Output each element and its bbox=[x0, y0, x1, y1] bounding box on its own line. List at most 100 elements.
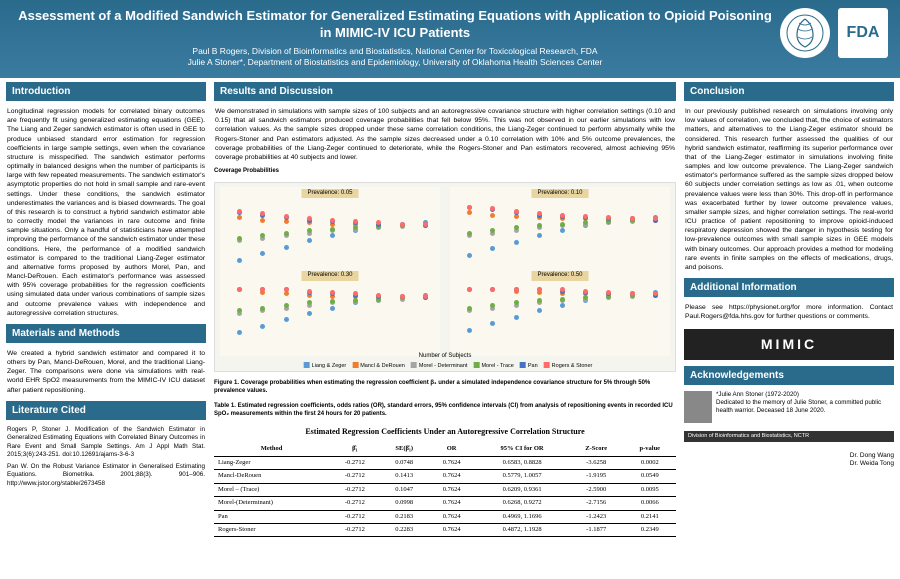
table-cell: -2.7156 bbox=[569, 497, 624, 510]
table-col-header: p-value bbox=[624, 443, 676, 456]
chart-point bbox=[560, 213, 565, 218]
ack-header: Acknowledgements bbox=[684, 366, 894, 385]
table-cell: Pan bbox=[214, 510, 329, 523]
table-cell: -0.2712 bbox=[329, 497, 380, 510]
chart-panel-2: Prevalence: 0.10 bbox=[450, 187, 671, 273]
chart-point bbox=[307, 311, 312, 316]
ack-names: Dr. Dong Wang Dr. Weida Tong bbox=[684, 452, 894, 469]
chart-point bbox=[490, 287, 495, 292]
table-header-row: Methodβ̂₁SE(β̂₁)OR95% CI for ORZ-Scorep-… bbox=[214, 443, 676, 456]
mimic-logo: MIMIC bbox=[684, 329, 894, 359]
legend-item: Morel - Trace bbox=[467, 363, 513, 369]
chart-point bbox=[330, 233, 335, 238]
table-col-header: β̂₁ bbox=[329, 443, 380, 456]
table-cell: 0.2349 bbox=[624, 524, 676, 537]
chart-point bbox=[560, 228, 565, 233]
legend-item: Pan bbox=[514, 363, 538, 369]
poster-body: Introduction Longitudinal regression mod… bbox=[0, 78, 900, 579]
regression-table: Methodβ̂₁SE(β̂₁)OR95% CI for ORZ-Scorep-… bbox=[214, 443, 676, 537]
chart-point bbox=[537, 298, 542, 303]
table-cell: Morel – (Trace) bbox=[214, 483, 329, 496]
table-cell: 0.7624 bbox=[428, 497, 475, 510]
chart-point bbox=[284, 245, 289, 250]
chart-point bbox=[237, 330, 242, 335]
chart-point bbox=[307, 289, 312, 294]
table-cell: -1.1877 bbox=[569, 524, 624, 537]
chart-legend: Liang & ZegerMancl & DeRouenMorel - Dete… bbox=[298, 362, 593, 370]
author-line-1: Paul B Rogers, Division of Bioinformatic… bbox=[12, 46, 778, 57]
authors: Paul B Rogers, Division of Bioinformatic… bbox=[12, 46, 778, 68]
results-header: Results and Discussion bbox=[214, 82, 676, 101]
chart-point bbox=[467, 205, 472, 210]
chart-point bbox=[514, 209, 519, 214]
chart-point bbox=[237, 287, 242, 292]
conclusion-text: In our previously published research on … bbox=[684, 105, 894, 274]
reference-2: Pan W. On the Robust Variance Estimator … bbox=[7, 463, 205, 489]
chart-point bbox=[490, 246, 495, 251]
table-cell: 0.6583, 0.8828 bbox=[475, 456, 568, 469]
table-col-header: Z-Score bbox=[569, 443, 624, 456]
table-cell: 0.7624 bbox=[428, 510, 475, 523]
literature-text: Rogers P, Stoner J. Modification of the … bbox=[6, 424, 206, 494]
chart-point bbox=[490, 213, 495, 218]
intro-text: Longitudinal regression models for corre… bbox=[6, 105, 206, 320]
memorial-photo bbox=[684, 391, 712, 423]
methods-header: Materials and Methods bbox=[6, 324, 206, 343]
chart-point bbox=[537, 308, 542, 313]
memorial-text: *Julie Ann Stoner (1972-2020) Dedicated … bbox=[716, 391, 894, 415]
table-cell: 0.1413 bbox=[381, 470, 428, 483]
legend-item: Liang & Zeger bbox=[298, 363, 347, 369]
poster-title: Assessment of a Modified Sandwich Estima… bbox=[12, 8, 778, 42]
chart-point bbox=[330, 227, 335, 232]
table-cell: 0.5779, 1.0057 bbox=[475, 470, 568, 483]
author-line-2: Julie A Stoner*, Department of Biostatis… bbox=[12, 57, 778, 68]
table-cell: 0.2283 bbox=[381, 524, 428, 537]
chart-point bbox=[400, 222, 405, 227]
literature-header: Literature Cited bbox=[6, 401, 206, 420]
chart-point bbox=[583, 289, 588, 294]
table-cell: -0.2712 bbox=[329, 510, 380, 523]
results-text: We demonstrated in simulations with samp… bbox=[214, 105, 676, 164]
table-cell: 0.7624 bbox=[428, 470, 475, 483]
chart-point bbox=[284, 291, 289, 296]
table-cell: -2.5900 bbox=[569, 483, 624, 496]
chart-point bbox=[260, 218, 265, 223]
addinfo-text: Please see https://physionet.org/for mor… bbox=[684, 301, 894, 323]
table-row: Rogers-Stoner-0.27120.22830.76240.4872, … bbox=[214, 524, 676, 537]
chart-point bbox=[330, 306, 335, 311]
chart-point bbox=[330, 218, 335, 223]
reference-1: Rogers P, Stoner J. Modification of the … bbox=[7, 426, 205, 460]
nctr-division: Division of Bioinformatics and Biostatis… bbox=[684, 431, 894, 442]
chart-point bbox=[284, 317, 289, 322]
table-cell: 0.7624 bbox=[428, 456, 475, 469]
table-row: Pan-0.27120.21830.76240.4969, 1.1696-1.2… bbox=[214, 510, 676, 523]
chart-point bbox=[467, 210, 472, 215]
chart-point bbox=[560, 297, 565, 302]
ack-name-1: Dr. Dong Wang bbox=[684, 452, 894, 460]
figure-1-caption: Figure 1. Coverage probabilities when es… bbox=[214, 380, 676, 396]
table-title: Estimated Regression Coefficients Under … bbox=[214, 425, 676, 439]
center-column: Results and Discussion We demonstrated i… bbox=[210, 78, 680, 579]
table-col-header: SE(β̂₁) bbox=[381, 443, 428, 456]
table-cell: 0.0998 bbox=[381, 497, 428, 510]
table-cell: 0.0002 bbox=[624, 456, 676, 469]
chart-point bbox=[467, 231, 472, 236]
table-cell: 0.6209, 0.9361 bbox=[475, 483, 568, 496]
chart-point bbox=[260, 251, 265, 256]
conclusion-header: Conclusion bbox=[684, 82, 894, 101]
right-column: Conclusion In our previously published r… bbox=[680, 78, 900, 579]
intro-header: Introduction bbox=[6, 82, 206, 101]
chart-panel-4: Prevalence: 0.50 bbox=[450, 269, 671, 355]
memorial-block: *Julie Ann Stoner (1972-2020) Dedicated … bbox=[684, 391, 894, 423]
poster-header: Assessment of a Modified Sandwich Estima… bbox=[0, 0, 900, 78]
methods-text: We created a hybrid sandwich estimator a… bbox=[6, 347, 206, 397]
table-cell: 0.0748 bbox=[381, 456, 428, 469]
addinfo-header: Additional Information bbox=[684, 278, 894, 297]
table-cell: 0.7624 bbox=[428, 483, 475, 496]
table-row: Mancl-DeRouen-0.27120.14130.76240.5779, … bbox=[214, 470, 676, 483]
table-col-header: 95% CI for OR bbox=[475, 443, 568, 456]
chart-point bbox=[284, 214, 289, 219]
chart-point bbox=[467, 287, 472, 292]
chart-panel-3: Prevalence: 0.30 bbox=[220, 269, 441, 355]
chart-point bbox=[583, 214, 588, 219]
